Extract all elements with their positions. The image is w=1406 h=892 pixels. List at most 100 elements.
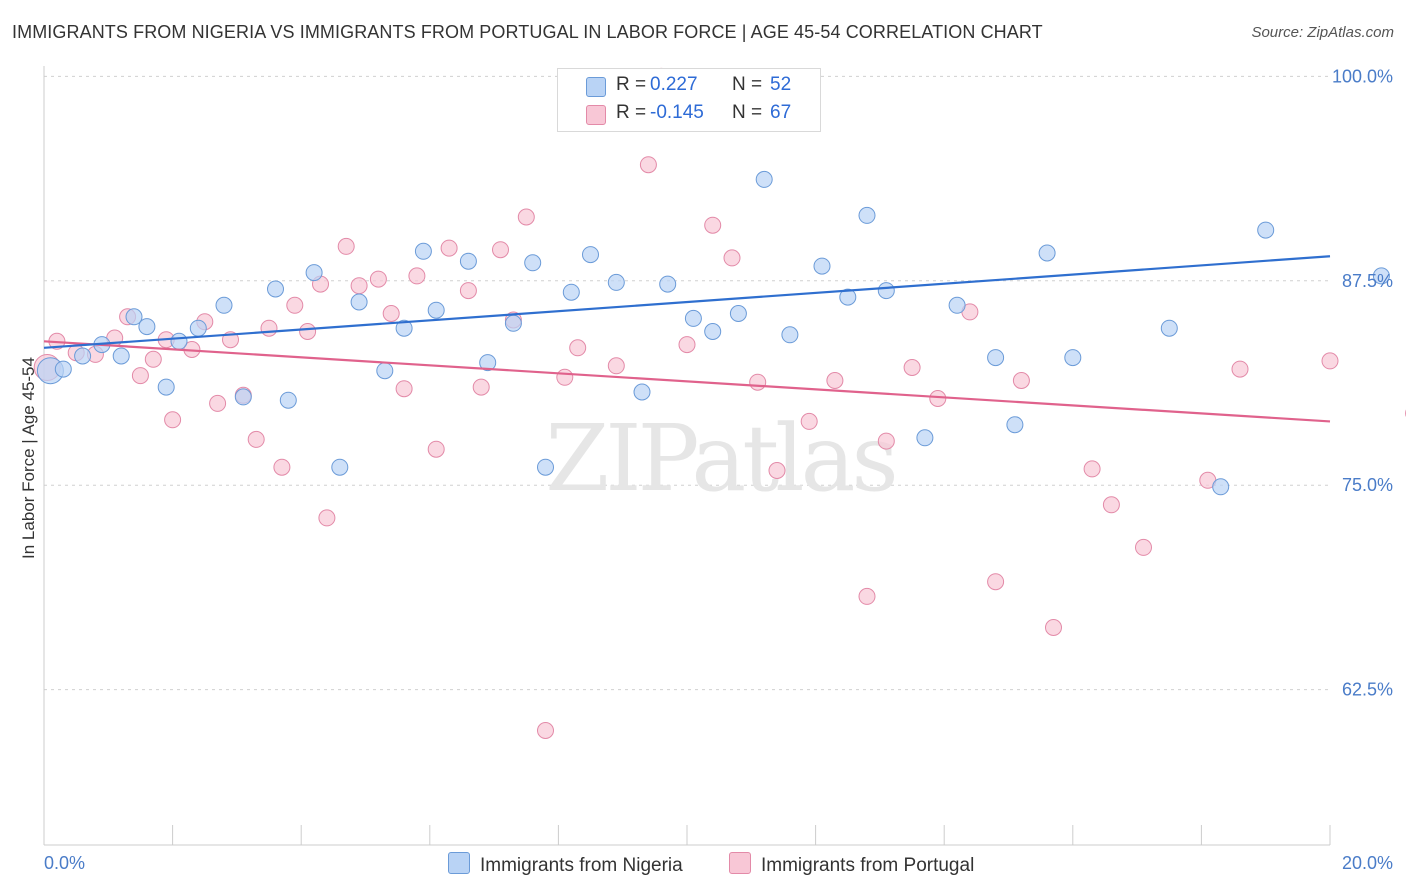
nigeria-point-34 [755,170,773,188]
nigeria-point-19 [414,242,432,260]
nigeria-point-40 [916,429,934,447]
legend-swatch-portugal [586,105,606,125]
portugal-point-45 [749,373,767,391]
trend-line-nigeria [43,255,1331,349]
portugal-point-17 [273,458,291,476]
portugal-point-43 [704,216,722,234]
portugal-point-16 [260,319,278,337]
nigeria-point-23 [504,314,522,332]
series-nigeria-points [36,170,1390,496]
portugal-point-47 [800,412,818,430]
nigeria-point-1 [54,360,72,378]
nigeria-point-24 [524,254,542,272]
portugal-point-55 [1012,372,1030,389]
nigeria-point-26 [562,283,580,301]
chart-title: IMMIGRANTS FROM NIGERIA VS IMMIGRANTS FR… [12,22,1043,42]
portugal-point-31 [472,378,490,396]
legend-box: R = 0.227 N = 52 R = -0.145 N = 67 [557,68,821,132]
portugal-point-61 [1231,360,1249,378]
nigeria-point-10 [215,296,233,314]
portugal-point-42 [678,336,696,354]
axes [43,66,1331,846]
nigeria-point-33 [729,305,747,322]
watermark: ZIPatlas [545,405,894,512]
portugal-point-40 [639,156,657,174]
nigeria-point-30 [659,275,677,293]
nigeria-point-38 [858,206,876,224]
nigeria-point-14 [305,264,323,282]
bottom-legend-swatch-nigeria [448,852,470,874]
source-label: Source: ZipAtlas.com [1251,24,1394,41]
trend-line-portugal [43,340,1331,423]
portugal-point-37 [569,339,587,357]
portugal-point-19 [299,323,317,340]
portugal-point-32 [492,241,509,259]
nigeria-point-8 [170,332,188,350]
y-tick-label-3: 62.5% [1342,680,1393,700]
nigeria-point-47 [1212,478,1230,496]
nigeria-point-37 [839,288,857,306]
trend-lines [43,255,1331,423]
nigeria-point-22 [479,354,497,372]
portugal-point-46 [768,462,786,479]
portugal-point-21 [318,509,336,527]
portugal-point-51 [903,359,921,376]
nigeria-point-31 [684,309,702,327]
x-tick-label-0: 0.0% [44,853,85,873]
y-tick-label-1: 87.5% [1342,271,1393,291]
portugal-point-57 [1083,460,1101,478]
x-tick-labels: 0.0% 20.0% [44,853,1393,873]
portugal-point-39 [607,357,625,375]
nigeria-point-12 [267,280,284,298]
portugal-point-26 [395,380,413,398]
nigeria-point-46 [1160,319,1178,337]
legend-r-label: R = [616,102,647,123]
nigeria-point-25 [537,458,554,476]
portugal-point-48 [826,372,844,389]
portugal-point-30 [459,282,477,300]
portugal-point-24 [369,270,387,288]
nigeria-point-49 [1372,267,1390,285]
nigeria-point-15 [331,458,349,476]
portugal-point-29 [440,239,458,257]
portugal-point-25 [382,305,400,322]
portugal-point-62 [1321,352,1339,370]
gridlines [44,75,1330,691]
portugal-point-23 [350,277,368,295]
y-tick-label-0: 100.0% [1332,66,1393,86]
nigeria-point-9 [189,319,207,337]
nigeria-point-2 [74,347,92,365]
bottom-legend-label-portugal: Immigrants from Portugal [761,855,975,876]
nigeria-point-29 [633,383,651,401]
legend-n-label: N = [732,102,763,123]
portugal-point-18 [286,296,304,314]
nigeria-point-13 [279,391,297,409]
legend-n-value-portugal: 67 [770,102,792,123]
portugal-point-34 [517,208,535,226]
portugal-point-58 [1102,496,1120,514]
y-axis-label: In Labor Force | Age 45-54 [19,357,38,559]
nigeria-point-43 [1006,416,1024,434]
nigeria-point-45 [1064,349,1082,367]
bottom-legend-nigeria: Immigrants from Nigeria [448,852,683,877]
nigeria-point-28 [607,273,625,291]
nigeria-point-32 [704,323,722,340]
legend-r-value-portugal: -0.145 [650,102,704,123]
nigeria-point-17 [376,362,394,380]
portugal-point-22 [337,237,355,255]
nigeria-point-18 [395,319,413,337]
legend-r-label: R = [616,74,647,95]
portugal-point-59 [1135,538,1152,556]
nigeria-point-36 [813,257,831,275]
legend-swatch-nigeria [586,77,606,97]
portugal-point-7 [144,350,162,368]
portugal-point-35 [537,722,554,739]
nigeria-point-41 [948,296,966,314]
nigeria-point-42 [987,349,1005,367]
nigeria-point-35 [781,326,799,344]
portugal-point-56 [1045,619,1062,636]
nigeria-point-4 [112,347,130,365]
bottom-legend-swatch-portugal [729,852,751,874]
legend-n-label: N = [732,74,763,95]
nigeria-point-48 [1257,221,1275,239]
